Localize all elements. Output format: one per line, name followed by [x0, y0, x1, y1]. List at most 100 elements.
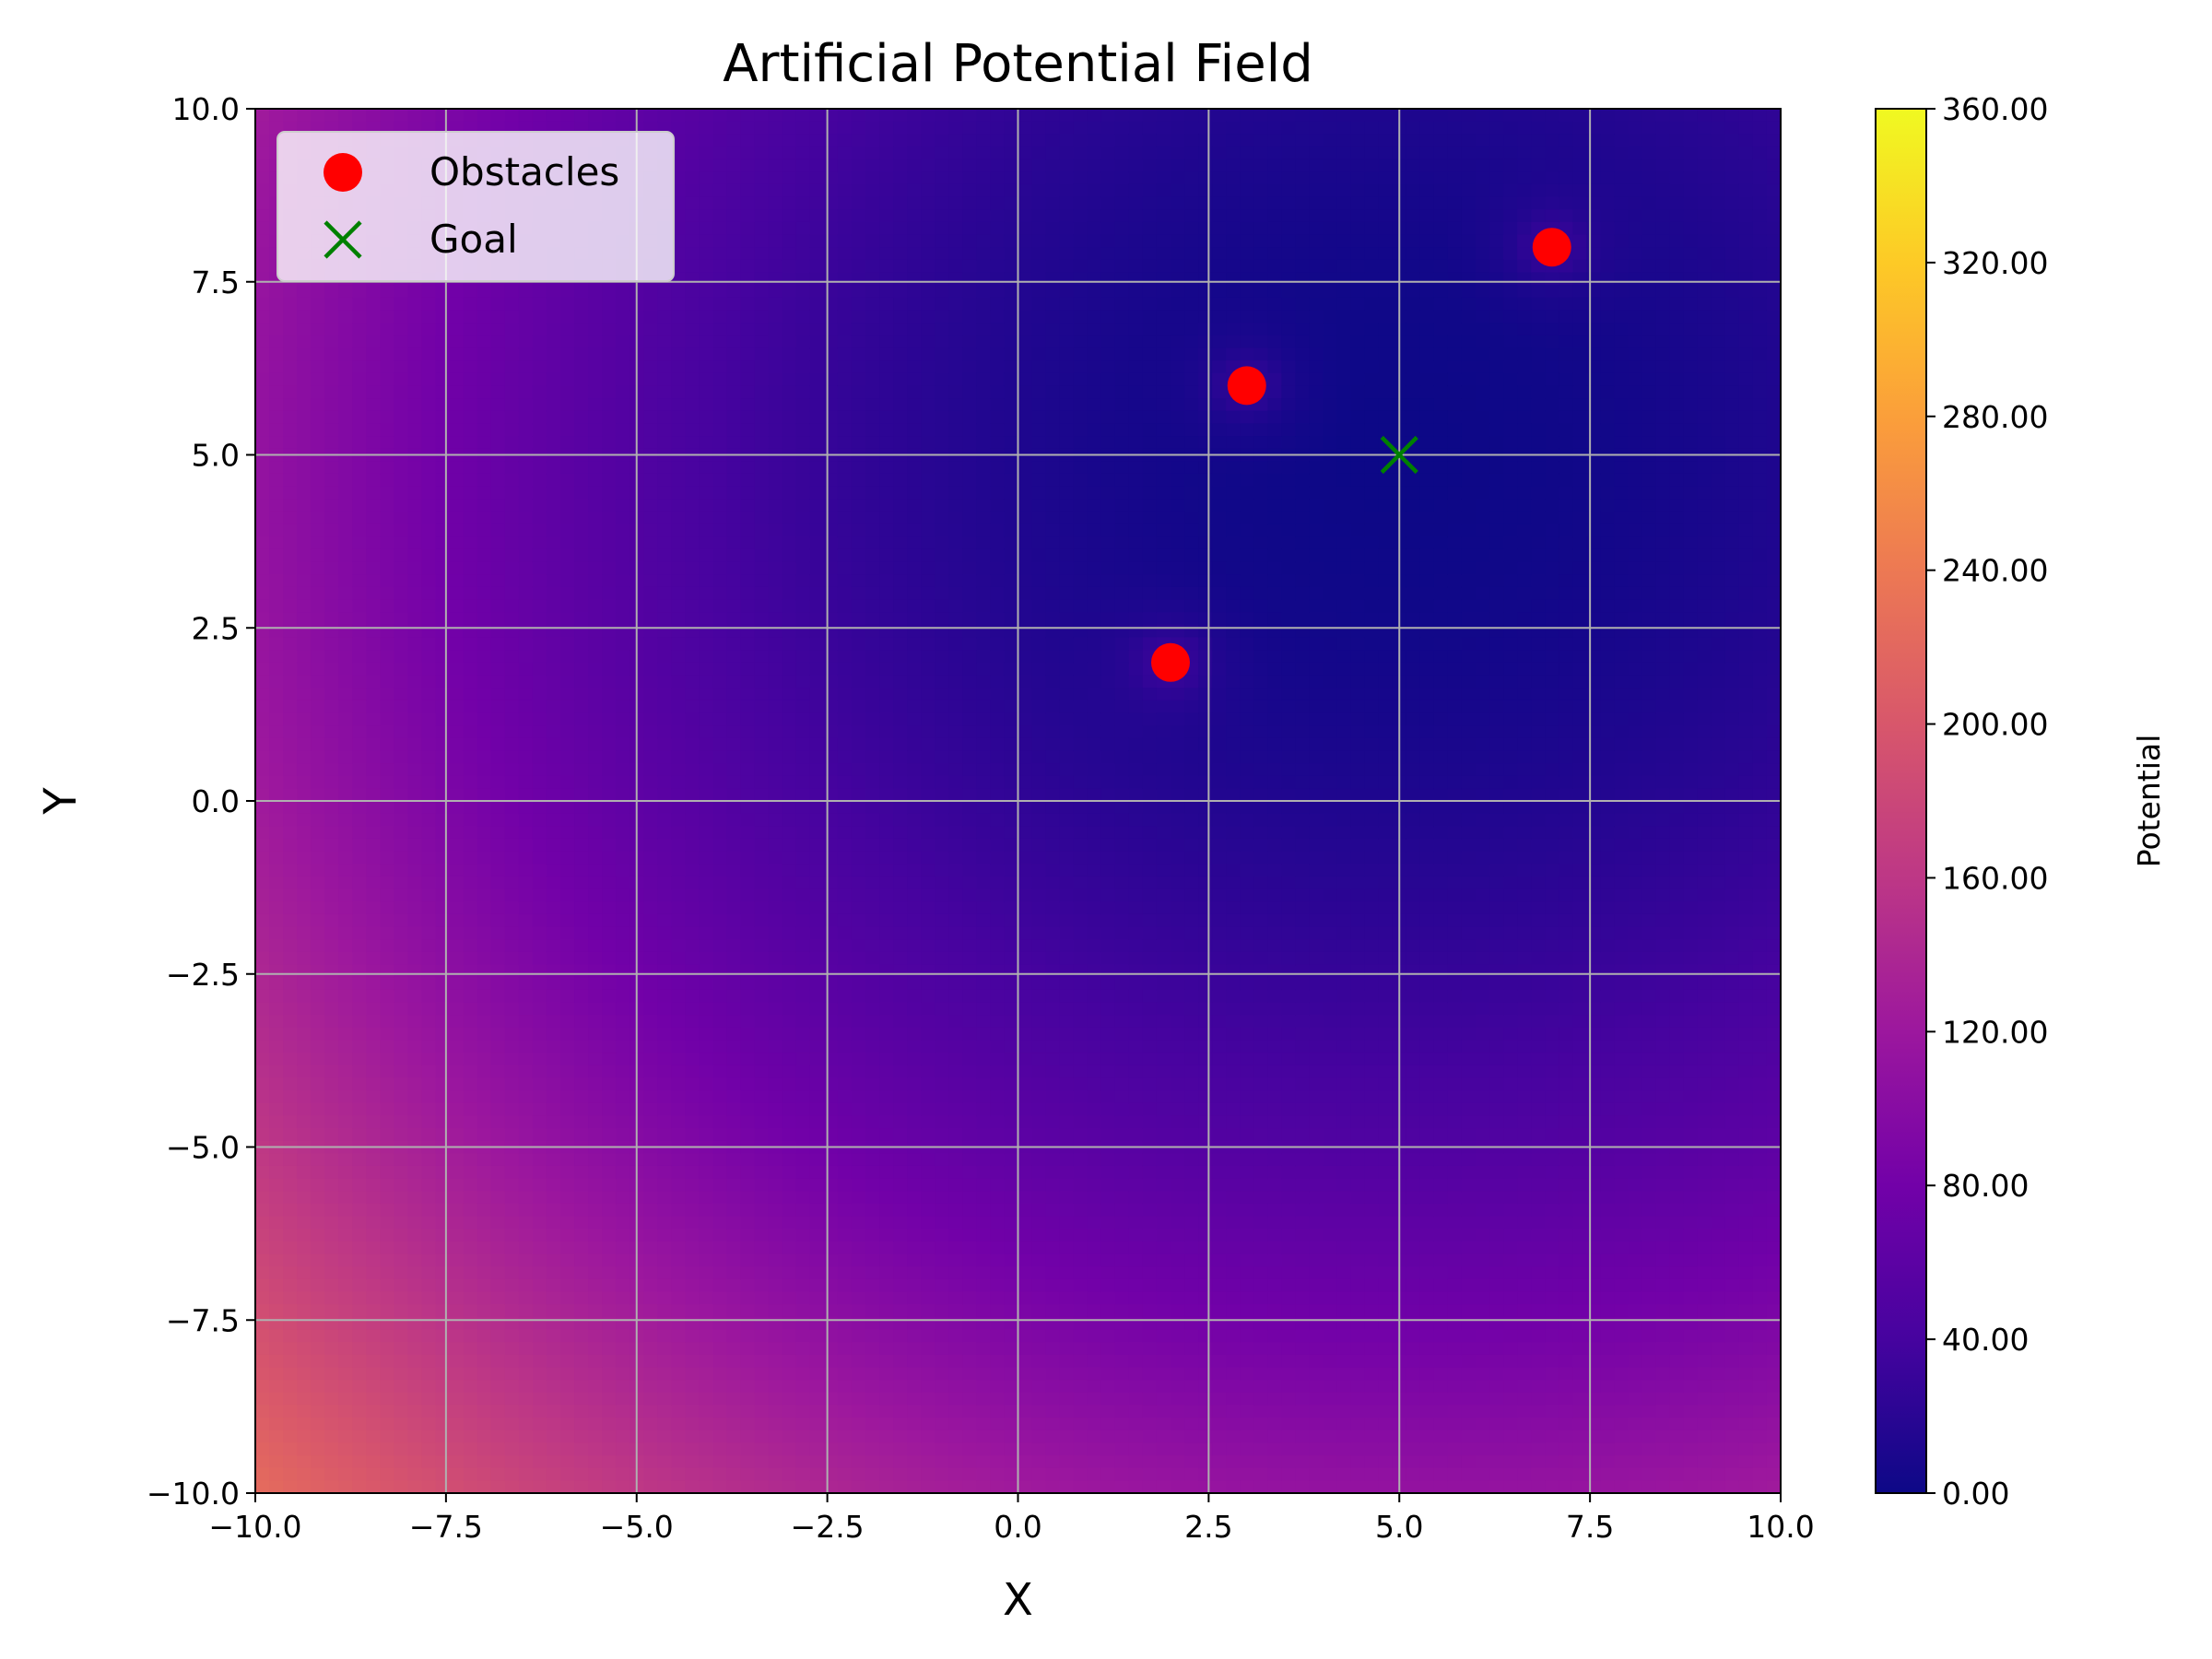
heatmap-cell — [490, 624, 506, 639]
heatmap-cell — [726, 297, 742, 312]
heatmap-cell — [768, 599, 783, 613]
heatmap-cell — [546, 436, 561, 450]
heatmap-cell — [560, 1241, 575, 1255]
heatmap-cell — [685, 561, 700, 576]
heatmap-cell — [532, 511, 547, 525]
heatmap-cell — [782, 1216, 797, 1230]
heatmap-cell — [504, 712, 520, 726]
heatmap-cell — [754, 1392, 770, 1406]
heatmap-cell — [407, 964, 423, 978]
heatmap-cell — [504, 473, 520, 488]
heatmap-cell — [712, 499, 728, 512]
heatmap-cell — [560, 1316, 575, 1331]
heatmap-cell — [837, 1455, 853, 1469]
heatmap-cell — [532, 725, 547, 739]
heatmap-cell — [421, 612, 437, 626]
heatmap-cell — [269, 876, 284, 890]
heatmap-cell — [657, 1329, 673, 1343]
heatmap-cell — [269, 586, 284, 601]
heatmap-cell — [435, 888, 451, 903]
heatmap-cell — [574, 901, 589, 915]
heatmap-cell — [837, 1216, 853, 1230]
heatmap-cell — [532, 297, 547, 312]
heatmap-cell — [823, 964, 839, 978]
heatmap-cell — [477, 1203, 492, 1218]
heatmap-cell — [712, 1342, 728, 1356]
heatmap-cell — [837, 1418, 853, 1431]
heatmap-cell — [740, 763, 756, 777]
heatmap-cell — [352, 310, 368, 324]
heatmap-cell — [546, 1027, 561, 1041]
heatmap-cell — [366, 813, 382, 828]
heatmap-cell — [795, 247, 811, 261]
heatmap-cell — [297, 1115, 312, 1129]
heatmap-cell — [297, 662, 312, 677]
heatmap-cell — [477, 1229, 492, 1242]
heatmap-cell — [809, 159, 825, 173]
heatmap-cell — [809, 888, 825, 903]
heatmap-cell — [574, 310, 589, 324]
heatmap-cell — [768, 1165, 783, 1180]
heatmap-cell — [851, 700, 866, 714]
heatmap-cell — [394, 285, 409, 299]
heatmap-cell — [616, 1102, 631, 1117]
heatmap-cell — [407, 499, 423, 512]
heatmap-cell — [504, 637, 520, 651]
heatmap-cell — [380, 1065, 395, 1079]
heatmap-cell — [837, 310, 853, 324]
heatmap-cell — [643, 901, 659, 915]
heatmap-cell — [671, 989, 687, 1004]
heatmap-cell — [490, 372, 506, 387]
heatmap-cell — [338, 561, 354, 576]
heatmap-cell — [643, 1191, 659, 1205]
heatmap-cell — [366, 675, 382, 688]
heatmap-cell — [366, 335, 382, 349]
heatmap-cell — [865, 398, 880, 412]
heatmap-cell — [518, 410, 534, 425]
heatmap-cell — [366, 1191, 382, 1205]
heatmap-cell — [490, 1153, 506, 1167]
heatmap-cell — [809, 134, 825, 147]
heatmap-cell — [837, 1229, 853, 1242]
heatmap-cell — [768, 1329, 783, 1343]
heatmap-cell — [560, 926, 575, 940]
heatmap-cell — [588, 599, 603, 613]
heatmap-cell — [435, 763, 451, 777]
heatmap-cell — [255, 712, 270, 726]
heatmap-cell — [699, 788, 714, 802]
heatmap-cell — [380, 675, 395, 688]
heatmap-cell — [726, 171, 742, 185]
heatmap-cell — [311, 1442, 326, 1456]
heatmap-cell — [616, 775, 631, 790]
heatmap-cell — [546, 725, 561, 739]
heatmap-cell — [532, 1291, 547, 1305]
heatmap-cell — [380, 977, 395, 991]
heatmap-cell — [490, 775, 506, 790]
heatmap-cell — [269, 360, 284, 374]
heatmap-cell — [671, 851, 687, 865]
heatmap-cell — [449, 360, 465, 374]
heatmap-cell — [768, 1115, 783, 1129]
heatmap-cell — [657, 1367, 673, 1381]
heatmap-cell — [366, 700, 382, 714]
heatmap-cell — [407, 826, 423, 840]
heatmap-cell — [435, 1380, 451, 1394]
heatmap-cell — [269, 939, 284, 953]
heatmap-cell — [504, 599, 520, 613]
heatmap-cell — [463, 1392, 478, 1406]
heatmap-cell — [851, 599, 866, 613]
heatmap-cell — [297, 310, 312, 324]
heatmap-cell — [768, 876, 783, 890]
heatmap-cell — [602, 310, 617, 324]
heatmap-cell — [671, 662, 687, 677]
heatmap-cell — [297, 1278, 312, 1293]
heatmap-cell — [865, 347, 880, 361]
heatmap-cell — [477, 1153, 492, 1167]
heatmap-cell — [685, 272, 700, 286]
heatmap-cell — [643, 1153, 659, 1167]
heatmap-cell — [394, 838, 409, 853]
heatmap-cell — [560, 461, 575, 475]
heatmap-cell — [602, 624, 617, 639]
heatmap-cell — [782, 1291, 797, 1305]
heatmap-cell — [671, 1392, 687, 1406]
